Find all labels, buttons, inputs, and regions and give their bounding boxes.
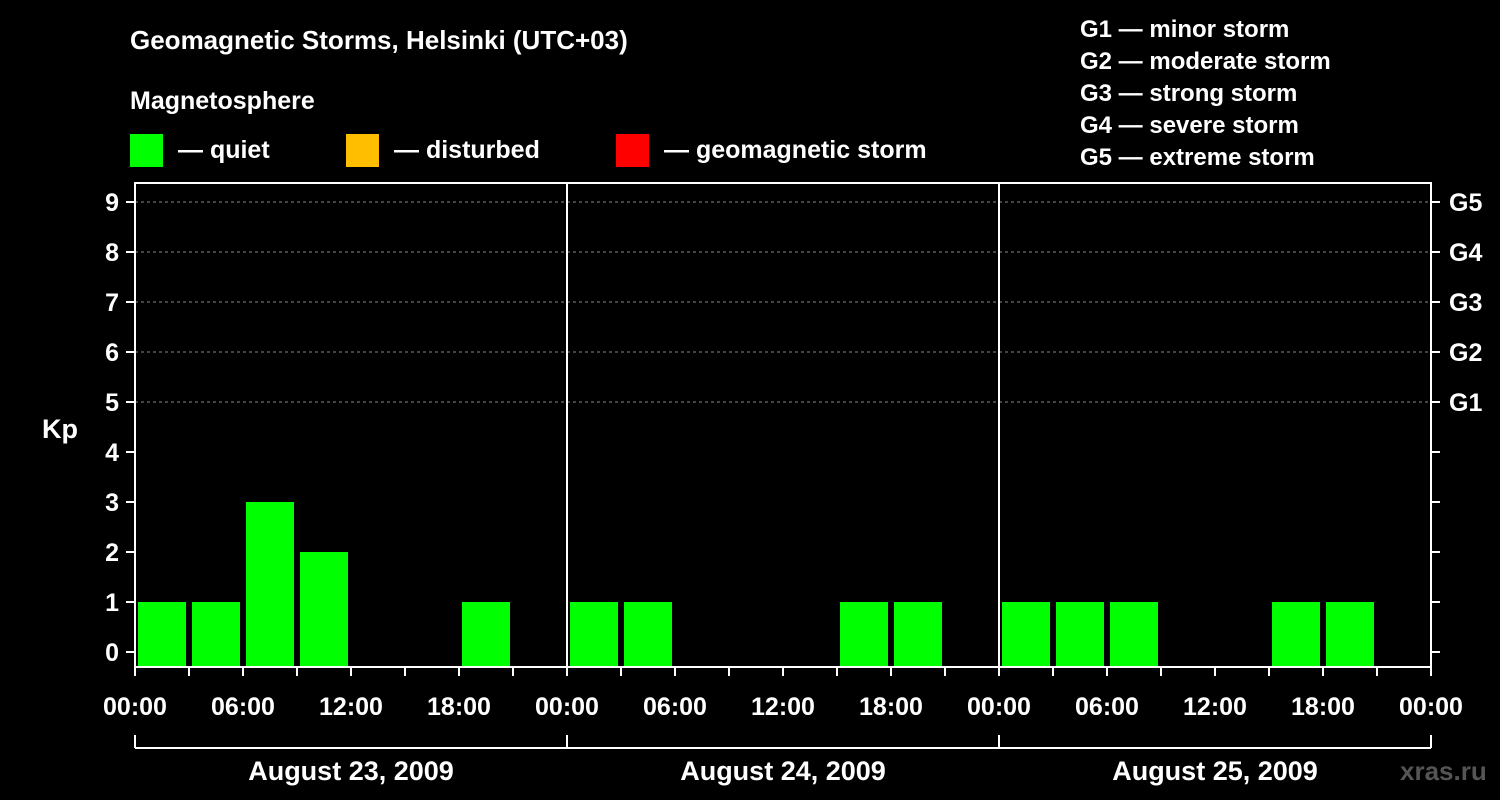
bar-day1-slot3: [246, 502, 294, 667]
storm-level-label-g4: G4: [1449, 239, 1482, 267]
bar-day3-slot6: [1272, 602, 1320, 667]
x-tick-label-12: 00:00: [1399, 693, 1463, 721]
storm-level-label-g3: G3: [1449, 289, 1482, 317]
date-label-3: August 25, 2009: [1112, 756, 1318, 786]
bar-day1-slot7: [462, 602, 510, 667]
legend-swatch-disturbed: [346, 134, 379, 167]
watermark: xras.ru: [1400, 756, 1487, 786]
legend-label-quiet: — quiet: [178, 136, 270, 164]
x-tick-label-0: 00:00: [103, 693, 167, 721]
x-tick-label-3: 18:00: [427, 693, 491, 721]
y-tick-label-2: 2: [105, 539, 119, 567]
bar-day3-slot2: [1056, 602, 1104, 667]
bar-day3-slot7: [1326, 602, 1374, 667]
y-tick-label-0: 0: [105, 639, 119, 667]
bars: [138, 502, 1374, 667]
y-tick-label-3: 3: [105, 489, 119, 517]
x-tick-label-7: 18:00: [859, 693, 923, 721]
axes: 0 1 2 3 4 5 6 7 8 9 G1 G2 G3 G4 G5 00:00 06:00 12:00 18:00…: [103, 182, 1482, 786]
storm-scale-g4: G4 — severe storm: [1080, 112, 1299, 139]
bar-day1-slot1: [138, 602, 186, 667]
date-label-1: August 23, 2009: [248, 756, 454, 786]
storm-scale-g1: G1 — minor storm: [1080, 16, 1289, 43]
bar-day3-slot3: [1110, 602, 1158, 667]
y-tick-label-7: 7: [105, 289, 119, 317]
x-tick-label-2: 12:00: [319, 693, 383, 721]
x-tick-label-1: 06:00: [211, 693, 275, 721]
storm-scale-g5: G5 — extreme storm: [1080, 144, 1315, 171]
bar-day2-slot1: [570, 602, 618, 667]
x-tick-label-10: 12:00: [1183, 693, 1247, 721]
bar-day2-slot7: [894, 602, 942, 667]
bar-day1-slot2: [192, 602, 240, 667]
chart-title: Geomagnetic Storms, Helsinki (UTC+03): [130, 25, 628, 55]
y-tick-label-8: 8: [105, 239, 119, 267]
legend-swatch-storm: [616, 134, 649, 167]
bar-day2-slot2: [624, 602, 672, 667]
date-label-2: August 24, 2009: [680, 756, 886, 786]
x-tick-label-6: 12:00: [751, 693, 815, 721]
legend: — quiet — disturbed — geomagnetic storm: [130, 134, 927, 167]
bar-day1-slot4: [300, 552, 348, 667]
y-tick-label-6: 6: [105, 339, 119, 367]
storm-level-label-g1: G1: [1449, 389, 1482, 417]
storm-scale-g3: G3 — strong storm: [1080, 80, 1297, 107]
y-tick-label-1: 1: [105, 589, 119, 617]
legend-swatch-quiet: [130, 134, 163, 167]
y-tick-label-4: 4: [105, 439, 119, 467]
x-tick-label-4: 00:00: [535, 693, 599, 721]
storm-scale-legend: G1 — minor storm G2 — moderate storm G3 …: [1080, 16, 1331, 171]
storm-level-label-g5: G5: [1449, 189, 1482, 217]
y-tick-label-5: 5: [105, 389, 119, 417]
bar-day3-slot1: [1002, 602, 1050, 667]
legend-label-disturbed: — disturbed: [394, 136, 540, 164]
bar-day2-slot6: [840, 602, 888, 667]
x-tick-label-9: 06:00: [1075, 693, 1139, 721]
storm-scale-g2: G2 — moderate storm: [1080, 48, 1331, 75]
grid-lines: [135, 201, 1431, 403]
x-tick-label-8: 00:00: [967, 693, 1031, 721]
y-tick-label-9: 9: [105, 189, 119, 217]
storm-level-label-g2: G2: [1449, 339, 1482, 367]
legend-label-storm: — geomagnetic storm: [664, 136, 927, 164]
y-axis-label: Kp: [42, 414, 78, 444]
x-tick-label-5: 06:00: [643, 693, 707, 721]
legend-heading: Magnetosphere: [130, 87, 315, 115]
x-tick-label-11: 18:00: [1291, 693, 1355, 721]
